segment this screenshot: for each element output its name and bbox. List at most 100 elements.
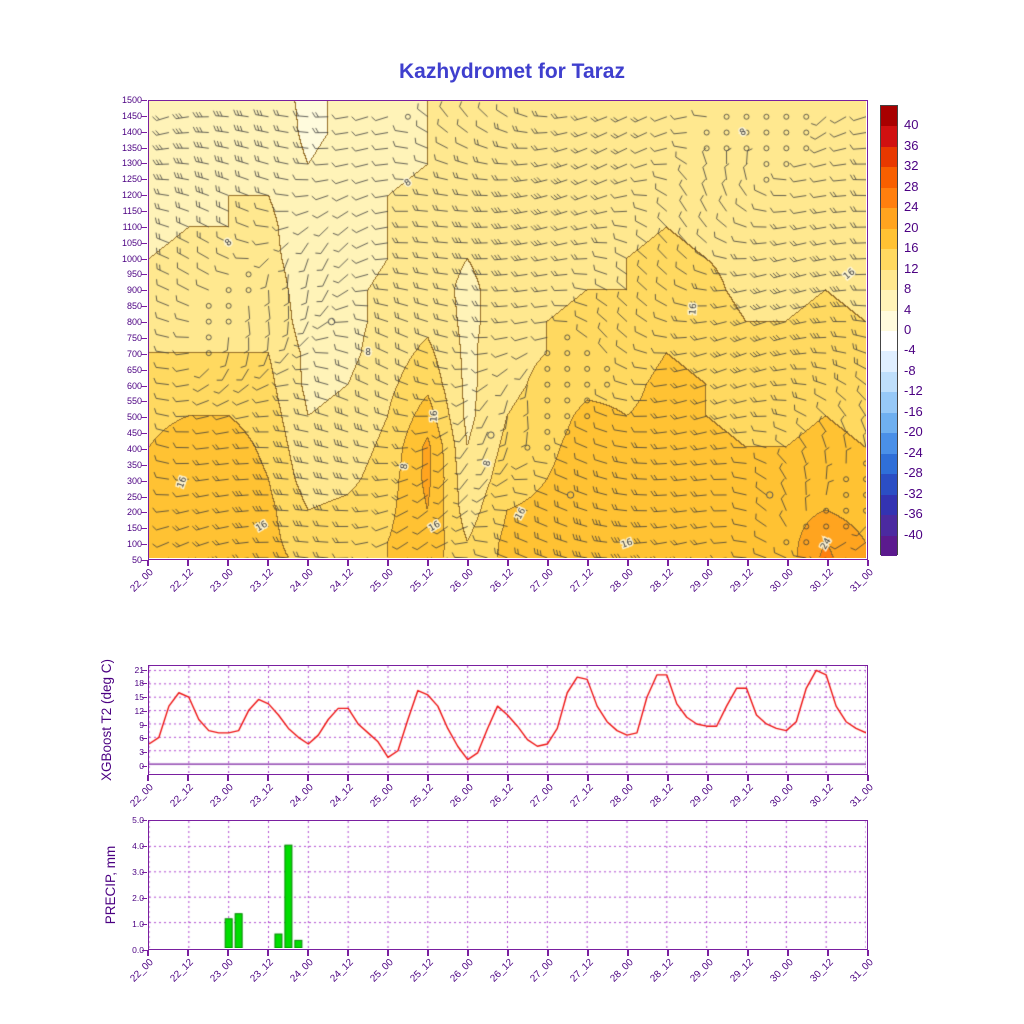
contour-ytick-label: 350: [126, 459, 142, 470]
contour-ytick-label: 50: [131, 555, 142, 565]
contour-ytick-mark: [141, 433, 147, 435]
colorbar-segment: [881, 535, 897, 556]
contour-ytick-mark: [141, 512, 147, 514]
colorbar-tick-label: -8: [904, 362, 916, 378]
precip-xtick-mark: [507, 950, 509, 956]
contour-ytick-mark: [141, 242, 147, 244]
precip-ytick-mark: [142, 950, 147, 951]
t2-ytick-mark: [142, 683, 147, 685]
colorbar-segment: [881, 167, 897, 188]
contour-ytick-mark: [141, 464, 147, 466]
precip-xtick-mark: [387, 950, 389, 956]
colorbar-tick-label: 32: [904, 158, 919, 174]
colorbar-tick-label: -32: [904, 485, 923, 501]
contour-xtick-mark: [267, 560, 269, 566]
precip-xtick-mark: [827, 950, 829, 956]
precip-xtick-mark: [867, 950, 869, 956]
contour-ytick-label: 650: [126, 364, 142, 375]
contour-ytick-mark: [141, 306, 147, 308]
colorbar-tick-label: 28: [904, 178, 919, 194]
t2-panel: [148, 665, 868, 775]
colorbar-tick-label: -36: [904, 506, 923, 522]
contour-ytick-mark: [141, 448, 147, 450]
colorbar-segment: [881, 412, 897, 434]
t2-axis-title: XGBoost T2 (deg C): [99, 658, 114, 782]
contour-ytick-mark: [141, 480, 147, 482]
precip-xtick-mark: [547, 950, 549, 956]
t2-line-canvas: [149, 666, 866, 773]
contour-ytick-mark: [141, 100, 147, 101]
t2-xtick-mark: [187, 775, 189, 781]
precip-ytick-mark: [142, 872, 147, 873]
contour-ytick-label: 800: [126, 317, 142, 328]
precip-ytick-mark: [142, 820, 147, 821]
precip-xtick-mark: [467, 950, 469, 956]
colorbar-tick-label: -16: [904, 403, 923, 419]
colorbar-segment: [881, 515, 897, 536]
colorbar-segment: [881, 106, 897, 127]
precip-xtick-mark: [427, 950, 429, 956]
contour-ytick-label: 1350: [121, 142, 142, 153]
contour-xtick-mark: [747, 560, 749, 566]
contour-xtick-mark: [547, 560, 549, 566]
contour-xtick-mark: [307, 560, 309, 566]
contour-xtick-mark: [627, 560, 629, 566]
precip-ytick-label: 2.0: [132, 893, 144, 903]
colorbar-tick-label: 0: [904, 322, 912, 337]
contour-ytick-label: 750: [126, 332, 142, 343]
contour-ytick-label: 400: [126, 443, 142, 454]
t2-xtick-mark: [347, 775, 349, 781]
colorbar-tick-label: 4: [904, 301, 912, 317]
contour-ytick-label: 700: [126, 348, 142, 359]
contour-xtick-mark: [707, 560, 709, 566]
precip-ytick-mark: [142, 846, 147, 847]
contour-ytick-label: 1100: [122, 221, 142, 232]
t2-xtick-mark: [627, 775, 629, 781]
t2-ytick-label: 9: [118, 720, 144, 730]
contour-xtick-mark: [427, 560, 429, 566]
contour-ytick-label: 1050: [121, 237, 142, 248]
precip-ytick-label: 1.0: [132, 919, 144, 929]
t2-ytick-mark: [142, 738, 147, 740]
contour-ytick-label: 100: [126, 539, 142, 550]
contour-ytick-mark: [141, 322, 147, 324]
contour-xtick-mark: [667, 560, 669, 566]
contour-ytick-label: 1200: [121, 190, 142, 201]
t2-xtick-mark: [227, 775, 229, 781]
contour-ytick-mark: [141, 353, 147, 355]
contour-ytick-label: 1450: [121, 110, 142, 121]
t2-ytick-label: 3: [118, 748, 144, 757]
precip-xtick-mark: [227, 950, 229, 956]
colorbar-segment: [881, 228, 897, 250]
t2-xtick-mark: [147, 775, 149, 781]
contour-ytick-mark: [141, 226, 147, 228]
t2-ytick-label: 18: [134, 678, 144, 689]
contour-ytick-label: 850: [126, 301, 142, 312]
precip-xtick-mark: [187, 950, 189, 956]
colorbar-segment: [881, 269, 897, 291]
t2-xtick-mark: [467, 775, 469, 781]
precip-xtick-mark: [147, 950, 149, 956]
contour-ytick-label: 500: [126, 412, 142, 423]
colorbar-segment: [881, 290, 897, 311]
contour-ytick-mark: [141, 274, 147, 276]
precip-xtick-mark: [707, 950, 709, 956]
precip-xtick-mark: [347, 950, 349, 956]
t2-xtick-mark: [267, 775, 269, 781]
t2-ytick-mark: [142, 669, 147, 671]
colorbar-segment: [881, 330, 897, 352]
colorbar-segment: [881, 249, 897, 270]
colorbar-segment: [881, 392, 897, 413]
contour-ytick-label: 900: [126, 285, 142, 296]
colorbar-tick-label: 8: [904, 281, 912, 297]
contour-ytick-label: 1250: [121, 174, 142, 185]
t2-xtick-mark: [787, 775, 789, 781]
precip-xtick-mark: [267, 950, 269, 956]
contour-xtick-mark: [347, 560, 349, 566]
contour-ytick-mark: [141, 496, 147, 498]
contour-ytick-mark: [141, 195, 147, 197]
precip-bar-canvas: [149, 821, 866, 948]
contour-ytick-mark: [141, 147, 147, 149]
contour-xtick-mark: [507, 560, 509, 566]
